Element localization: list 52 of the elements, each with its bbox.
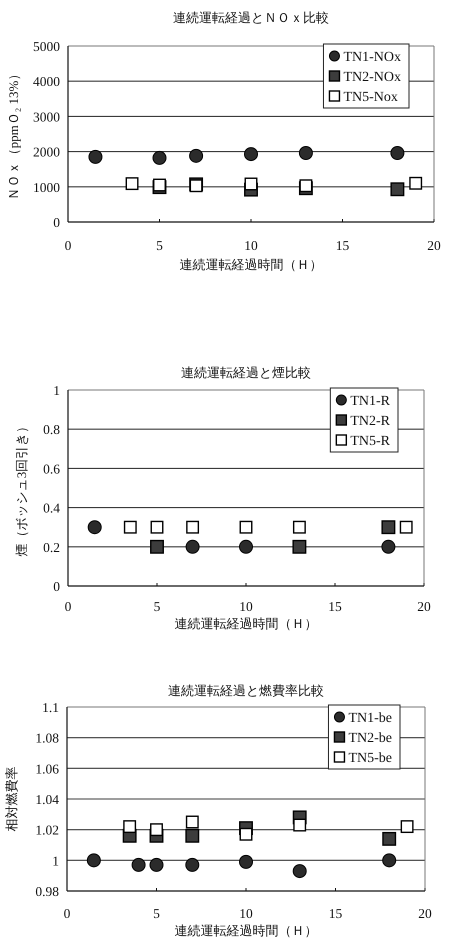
legend-label: TN2-be bbox=[348, 731, 392, 746]
x-tick-label: 20 bbox=[417, 599, 431, 614]
y-tick-label: 0 bbox=[53, 579, 60, 594]
x-tick-label: 5 bbox=[156, 238, 164, 253]
legend-label: TN1-R bbox=[350, 394, 391, 409]
legend-label: TN1-NOx bbox=[343, 50, 401, 65]
y-tick-label: 1.06 bbox=[35, 761, 60, 776]
x-tick-label: 10 bbox=[244, 238, 258, 253]
y-tick-label: 0.4 bbox=[43, 500, 60, 516]
x-tick-label: 20 bbox=[427, 238, 441, 253]
y-tick-label: 0 bbox=[53, 215, 60, 230]
y-tick-label: 1.02 bbox=[35, 822, 59, 838]
y-axis-title: 相対燃費率 bbox=[4, 766, 19, 832]
legend-label: TN5-R bbox=[350, 434, 391, 449]
x-tick-label: 0 bbox=[64, 238, 72, 253]
x-tick-label: 20 bbox=[418, 906, 432, 921]
legend-label: TN1-be bbox=[348, 711, 392, 726]
x-tick-label: 15 bbox=[336, 238, 350, 253]
y-tick-label: 1000 bbox=[33, 180, 60, 195]
y-tick-label: 3000 bbox=[33, 109, 60, 124]
y-axis-title: ＮＯｘ（ppmＯ₂ 13%） bbox=[6, 68, 21, 200]
y-tick-label: 0.6 bbox=[43, 461, 60, 476]
legend-label: TN2-R bbox=[350, 414, 391, 429]
y-tick-label: 2000 bbox=[33, 144, 60, 160]
x-axis-title: 連続運転経過時間（Ｈ） bbox=[174, 923, 318, 938]
x-tick-label: 10 bbox=[239, 906, 253, 921]
x-axis-title: 連続運転経過時間（Ｈ） bbox=[180, 257, 322, 272]
chart-title: 連続運転経過とＮＯｘ比較 bbox=[173, 10, 329, 25]
chart-title: 連続運転経過と燃費率比較 bbox=[168, 683, 324, 698]
chart-title: 連続運転経過と煙比較 bbox=[181, 365, 311, 380]
y-tick-label: 1 bbox=[53, 383, 60, 398]
y-tick-label: 1 bbox=[52, 853, 59, 868]
x-tick-label: 0 bbox=[64, 906, 71, 921]
x-tick-label: 15 bbox=[328, 599, 342, 614]
y-axis-title: 煙（ボッシュ3回引き） bbox=[14, 420, 29, 556]
x-tick-label: 5 bbox=[153, 906, 160, 921]
y-tick-label: 0.8 bbox=[43, 422, 60, 438]
y-tick-label: 1.1 bbox=[42, 700, 59, 715]
legend-label: TN5-Nox bbox=[343, 90, 398, 105]
y-tick-label: 0.2 bbox=[43, 540, 60, 555]
y-tick-label: 4000 bbox=[33, 74, 60, 90]
legend-label: TN5-be bbox=[348, 751, 392, 766]
x-tick-label: 10 bbox=[239, 599, 253, 614]
x-tick-label: 0 bbox=[64, 599, 72, 614]
y-tick-label: 5000 bbox=[33, 39, 60, 54]
legend-label: TN2-NOx bbox=[343, 70, 401, 85]
x-tick-label: 15 bbox=[328, 906, 342, 921]
x-axis-title: 連続運転経過時間（Ｈ） bbox=[174, 616, 318, 631]
x-tick-label: 5 bbox=[154, 599, 161, 614]
y-tick-label: 1.04 bbox=[35, 792, 60, 807]
y-tick-label: 1.08 bbox=[35, 730, 60, 746]
y-tick-label: 0.98 bbox=[35, 884, 60, 899]
